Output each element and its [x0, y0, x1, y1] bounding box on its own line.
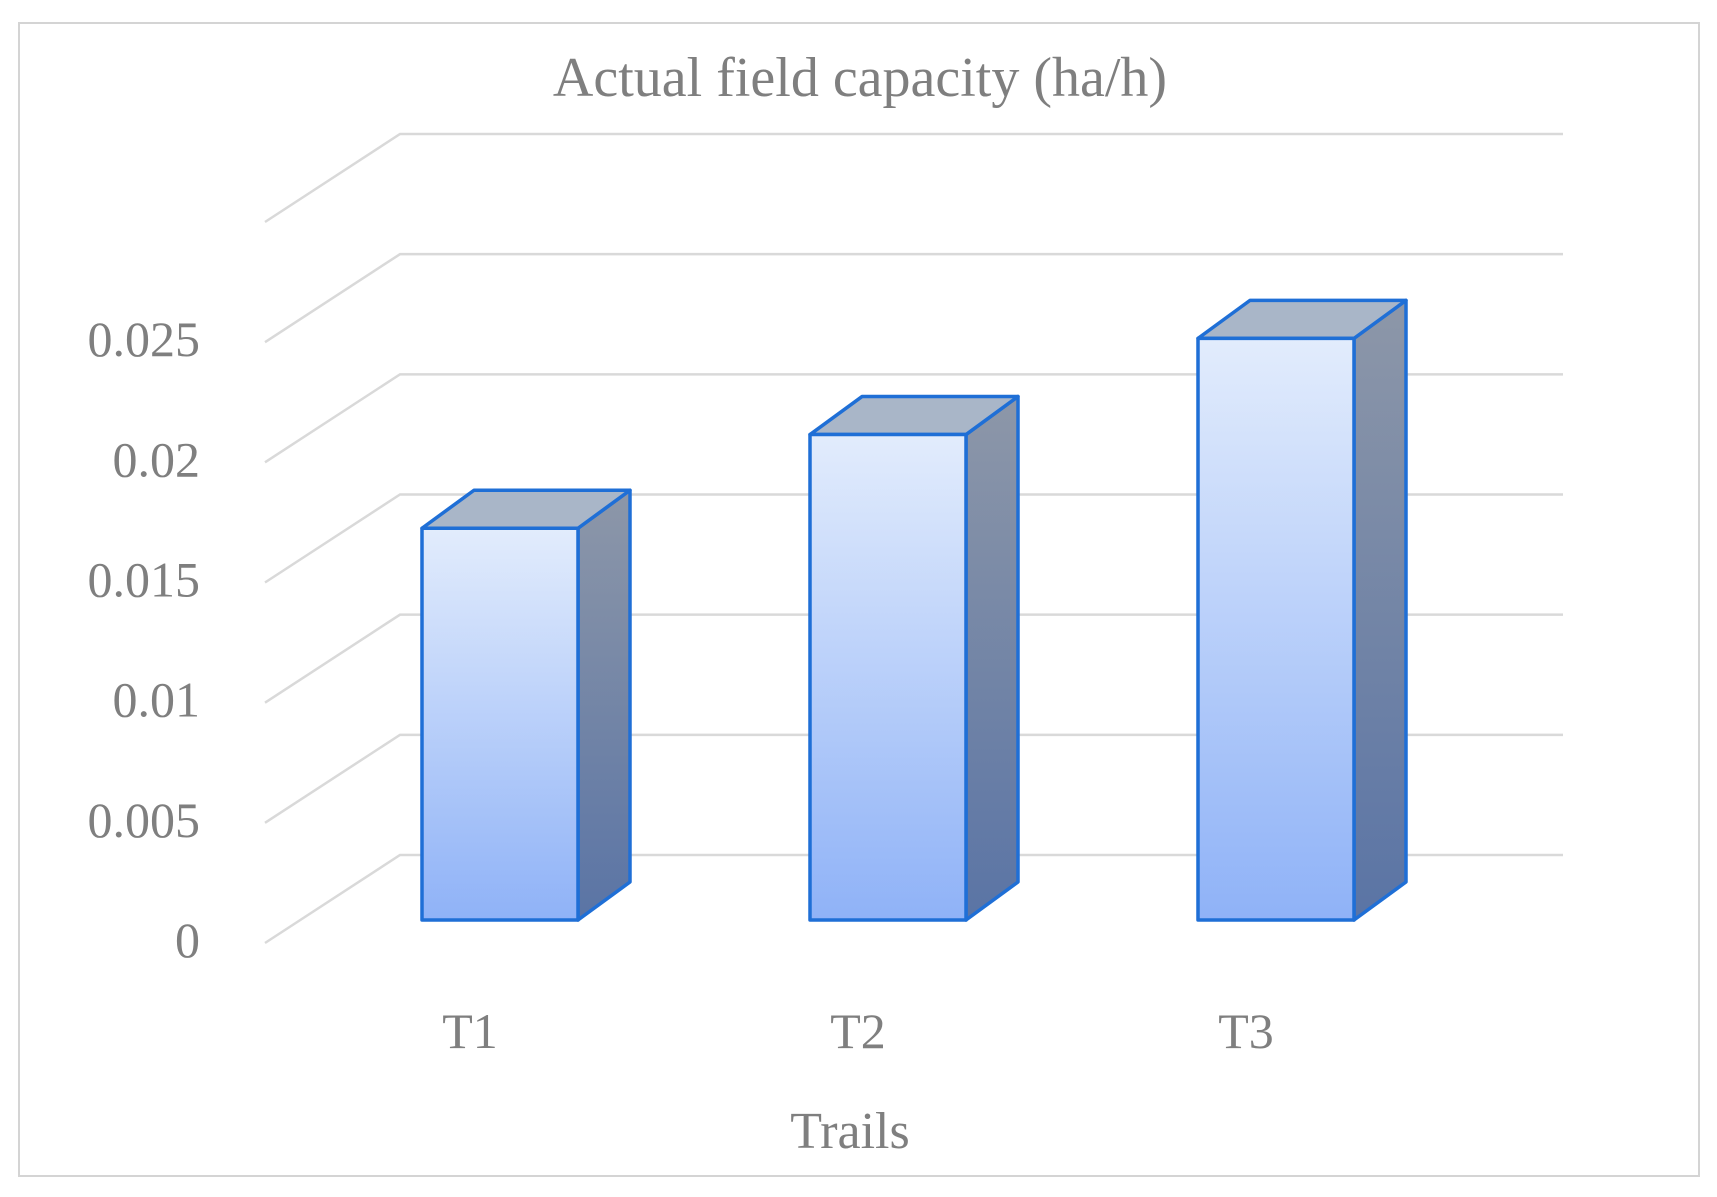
bar-front-face	[1196, 336, 1356, 922]
bar-T3	[1196, 298, 1408, 922]
x-category-label: T1	[442, 1003, 498, 1059]
gridline-2	[264, 613, 1563, 704]
x-axis-title: Trails	[790, 1103, 909, 1160]
gridlines	[264, 132, 1563, 945]
gridline-6	[264, 132, 1563, 224]
gridline-4	[264, 373, 1563, 464]
bar-side-face	[964, 394, 1020, 922]
y-tick-label: 0.015	[88, 552, 201, 608]
gridline-3	[264, 493, 1563, 584]
gridline-1	[264, 733, 1563, 824]
bar-front-face	[808, 432, 968, 922]
bar-front-face	[420, 526, 580, 922]
y-tick-label: 0.02	[113, 431, 201, 487]
y-tick-label: 0	[175, 912, 200, 968]
x-category-label: T3	[1218, 1003, 1274, 1059]
bar-side-face	[1352, 298, 1408, 922]
bar-side-face	[576, 488, 632, 922]
y-tick-label: 0.025	[88, 311, 201, 367]
x-axis-category-labels: T1 T2 T3	[442, 1003, 1274, 1059]
bar-T1	[420, 488, 632, 922]
bars	[420, 298, 1408, 922]
y-axis-tick-labels: 0 0.005 0.01 0.015 0.02 0.025	[88, 311, 201, 968]
gridline-5	[264, 252, 1563, 344]
chart-title: Actual field capacity (ha/h)	[553, 47, 1167, 109]
bar-T2	[808, 394, 1020, 922]
x-category-label: T2	[830, 1003, 886, 1059]
y-tick-label: 0.005	[88, 792, 201, 848]
gridline-0	[264, 853, 1563, 945]
y-tick-label: 0.01	[113, 672, 201, 728]
